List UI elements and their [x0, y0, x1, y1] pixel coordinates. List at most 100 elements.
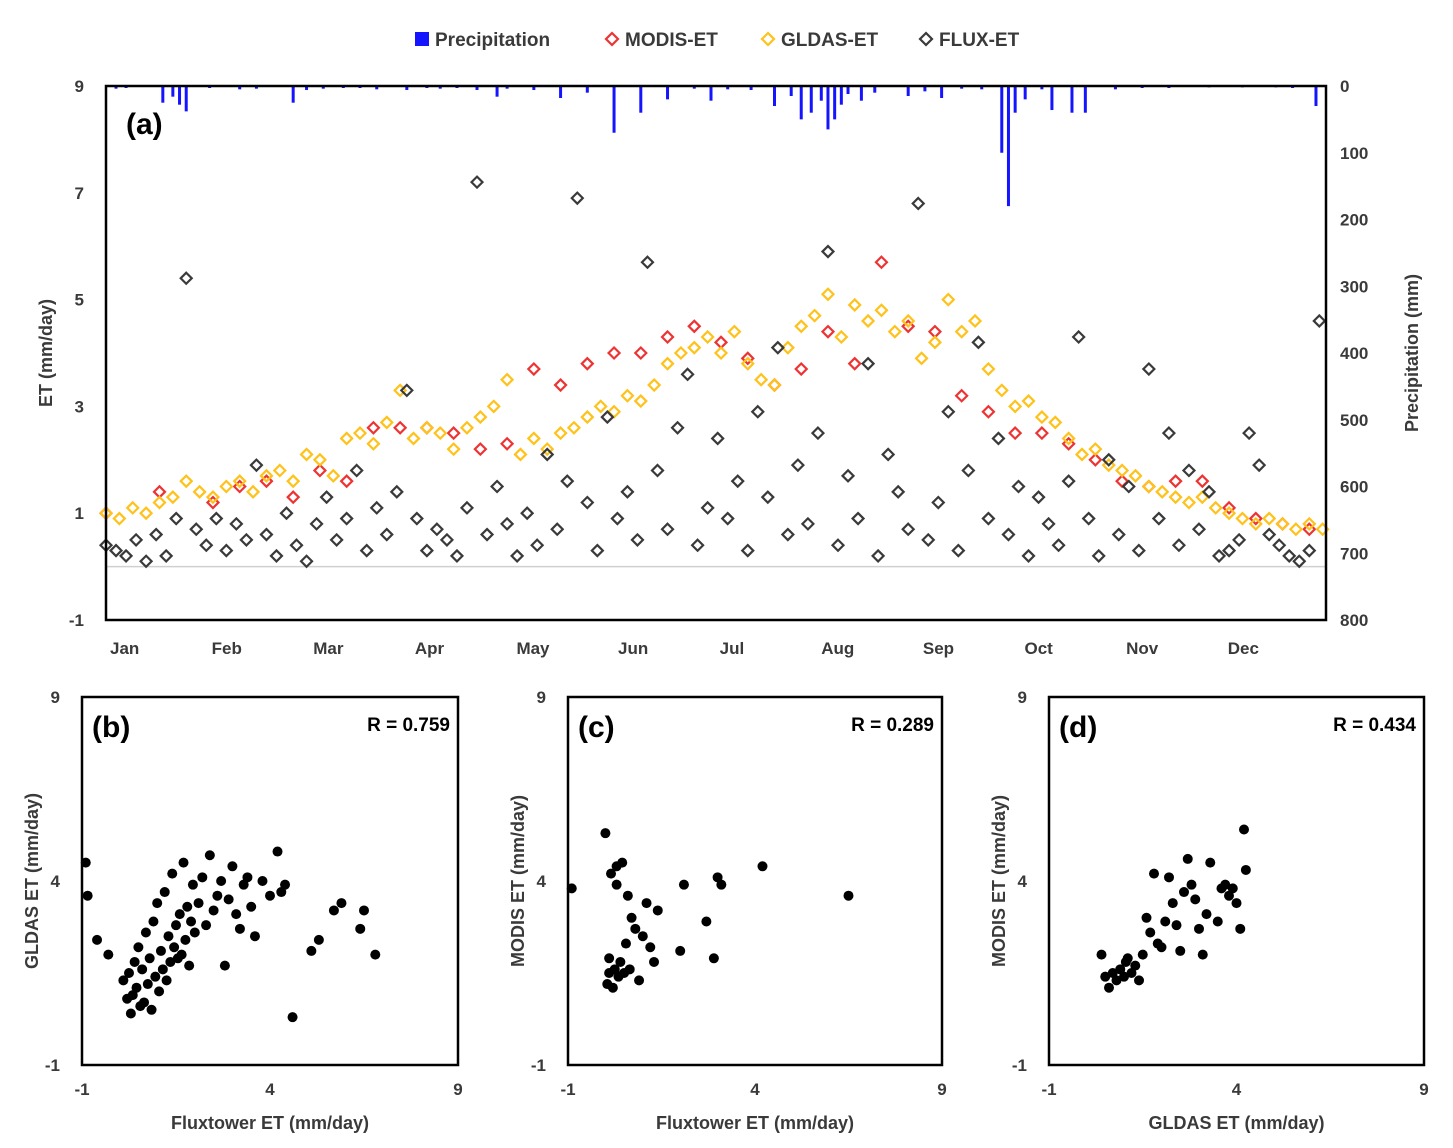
scatter-point: [227, 861, 238, 872]
legend-swatch-modis-et: [604, 31, 620, 47]
scatter-point: [1104, 982, 1114, 993]
flux-et-point: [149, 527, 164, 542]
gldas-et-point: [1262, 511, 1277, 526]
scatter-point: [1115, 964, 1126, 975]
flux-et-point: [1211, 548, 1227, 563]
gldas-et-point: [1248, 516, 1263, 531]
scatter-point: [649, 956, 660, 967]
gldas-et-point: [834, 329, 849, 345]
x-tick-label: 9: [1419, 1080, 1428, 1099]
y2-tick-label: 400: [1340, 344, 1368, 363]
flux-et-point: [640, 255, 655, 270]
legend-label: GLDAS-ET: [781, 30, 879, 51]
modis-et-point: [393, 420, 408, 435]
modis-et-point: [1302, 522, 1317, 537]
flux-et-point: [740, 543, 755, 558]
modis-et-point: [553, 377, 568, 393]
scatter-point: [204, 850, 215, 861]
scatter-point: [1201, 909, 1212, 920]
scatter-point: [92, 934, 103, 945]
scatter-point: [167, 868, 178, 879]
x-tick-label: -1: [74, 1080, 89, 1099]
gldas-et-point: [459, 420, 475, 435]
scatter-point: [615, 956, 626, 967]
gldas-et-point: [1034, 410, 1049, 425]
modis-et-point: [205, 495, 221, 510]
x-tick-label: 4: [1232, 1080, 1242, 1099]
flux-et-point: [259, 527, 274, 542]
flux-et-point: [931, 495, 946, 510]
scatter-point: [701, 916, 712, 927]
scatter-point: [187, 879, 198, 890]
gldas-et-point: [1168, 490, 1183, 505]
y2-tick-label: 500: [1340, 411, 1368, 430]
r-value: R = 0.289: [851, 715, 934, 736]
gldas-et-point: [967, 313, 983, 329]
modis-et-point: [847, 356, 862, 371]
flux-et-point: [1031, 490, 1046, 505]
gldas-et-point: [580, 410, 595, 425]
y-tick-label: 9: [1018, 688, 1027, 707]
scatter-point: [604, 953, 615, 964]
scatter-point: [189, 927, 200, 938]
gldas-et-point: [513, 447, 528, 462]
scatter-point: [1227, 883, 1238, 894]
modis-et-point: [1195, 474, 1210, 489]
flux-et-point: [840, 468, 856, 483]
plot-frame: [566, 695, 944, 1067]
flux-et-point: [780, 527, 795, 542]
y-tick-label: 9: [51, 688, 60, 707]
scatter-point: [641, 898, 652, 909]
gldas-et-point: [379, 415, 394, 430]
scatter-point: [137, 964, 148, 975]
flux-et-point: [991, 431, 1006, 446]
modis-et-point: [1061, 436, 1076, 451]
y-tick-label: 4: [51, 872, 61, 891]
scatter-point: [176, 949, 187, 960]
flux-et-point: [861, 356, 876, 371]
scatter-point: [124, 968, 134, 978]
y-tick-label: 9: [537, 688, 546, 707]
flux-et-point: [660, 522, 675, 537]
scatter-point: [1197, 949, 1208, 960]
scatter-point: [133, 942, 144, 953]
y-tick-label: -1: [69, 611, 84, 630]
scatter-point: [634, 975, 645, 986]
scatter-point: [1240, 864, 1251, 875]
scatter-point: [118, 975, 129, 986]
x-tick-label: Apr: [415, 639, 445, 658]
modis-et-point: [874, 255, 889, 270]
gldas-et-point: [1235, 511, 1250, 526]
scatter-point: [238, 879, 249, 890]
panel-c-scatter: 9 4 -1 -1 4 9 Fluxtower ET (mm/day) MODIS ET (m…: [508, 688, 947, 1133]
scatter-point: [231, 909, 242, 920]
gldas-et-point: [727, 324, 742, 339]
gldas-et-point: [205, 490, 221, 505]
x-tick-label: Aug: [821, 639, 854, 658]
modis-et-point: [1088, 452, 1103, 467]
scatter-point: [1100, 971, 1111, 982]
modis-et-point: [794, 361, 809, 377]
y2-tick-label: 600: [1340, 478, 1368, 497]
flux-et-point: [1242, 426, 1257, 441]
flux-et-point: [409, 511, 424, 526]
panel-b-scatter: 9 4 -1 -1 4 9 Fluxtower ET (mm/day) GLDAS ET (m…: [22, 688, 463, 1133]
flux-et-point: [981, 511, 996, 526]
gldas-et-point: [861, 313, 876, 329]
scatter-point: [1179, 887, 1189, 898]
flux-et-point: [118, 548, 134, 563]
gldas-et-point: [1302, 516, 1317, 531]
flux-et-point: [1071, 329, 1086, 345]
gldas-et-point: [1115, 463, 1130, 478]
flux-et-point: [871, 548, 886, 563]
scatter-point: [678, 879, 689, 890]
gldas-et-point: [687, 340, 702, 355]
scatter-point: [154, 986, 165, 997]
y-tick-label: 7: [75, 184, 84, 203]
scatter-point: [1235, 923, 1246, 934]
scatter-point: [1231, 898, 1242, 909]
flux-et-point: [540, 447, 555, 462]
gldas-et-point: [820, 287, 836, 302]
y-axis-label: GLDAS ET (mm/day): [22, 793, 42, 969]
flux-et-point: [550, 522, 565, 537]
